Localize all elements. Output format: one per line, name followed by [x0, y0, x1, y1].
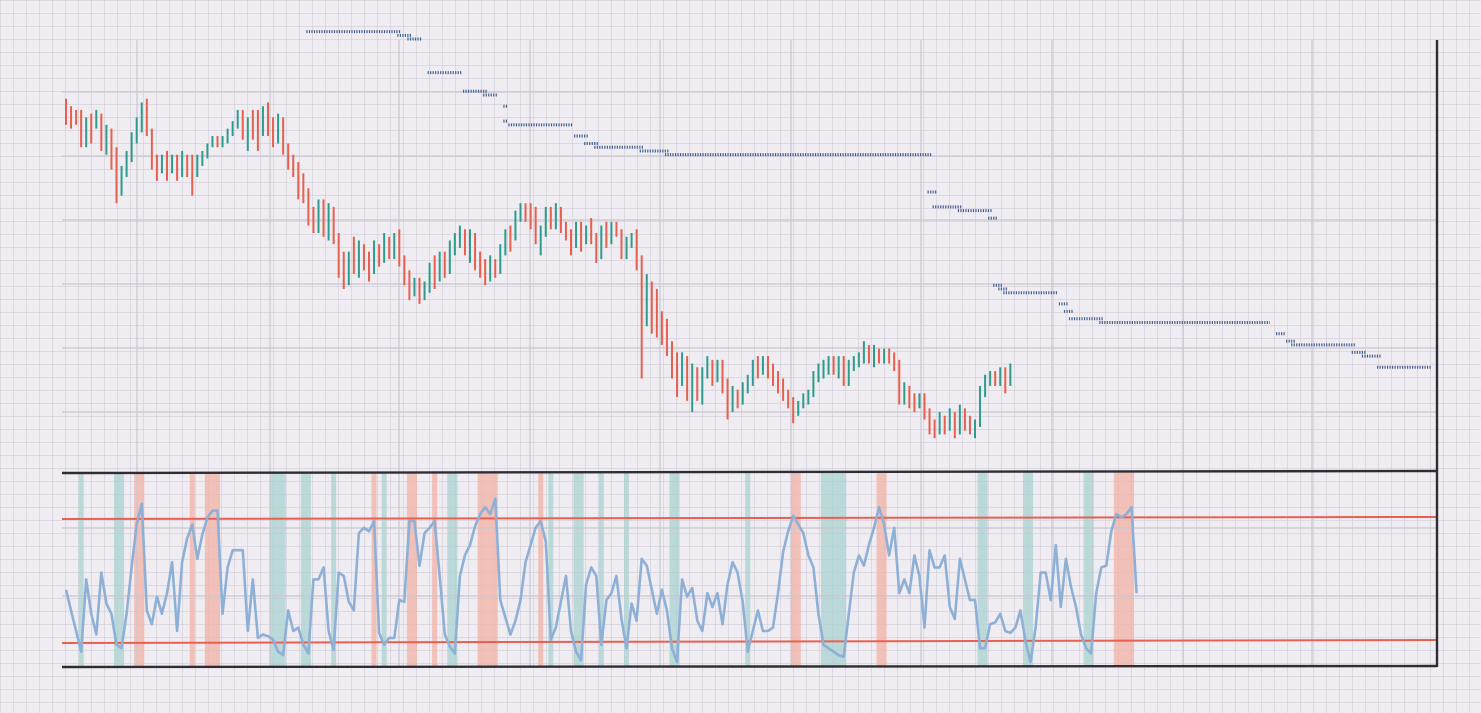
overbought-zone [538, 472, 544, 667]
oversold-zone [977, 472, 988, 667]
upper-threshold-line [61, 516, 1438, 520]
oversold-zone [573, 472, 584, 667]
x-axis-line [61, 664, 1438, 669]
oversold-zone [1022, 472, 1034, 667]
oscillator-zones [78, 472, 1135, 667]
price-ohlc-bars [65, 98, 1012, 439]
oscillator-series [64, 497, 1138, 664]
oversold-zone [447, 472, 458, 667]
overbought-zone [432, 472, 438, 667]
oversold-zone [598, 472, 604, 667]
oversold-zone [300, 472, 311, 667]
overbought-zone [189, 472, 195, 667]
oscillator-line [64, 497, 1138, 664]
oversold-zone [1083, 472, 1094, 667]
overbought-zone [371, 472, 377, 667]
panel-divider [61, 469, 1438, 475]
oversold-zone [78, 472, 84, 667]
oscillator-gridlines [62, 472, 1437, 667]
oversold-zone [331, 472, 337, 667]
oversold-zone [820, 472, 847, 667]
oversold-zone [669, 472, 680, 667]
panel-axes [61, 40, 1439, 669]
oversold-zone [381, 472, 387, 667]
oversold-zone [548, 472, 554, 667]
oversold-zone [270, 472, 286, 667]
overbought-zone [204, 472, 221, 667]
trailing-stop-markers [306, 30, 1432, 369]
overbought-zone [406, 472, 417, 667]
oversold-zone [113, 472, 125, 667]
overbought-zone [134, 472, 145, 667]
overbought-zone [1113, 472, 1135, 667]
overbought-zone [876, 472, 887, 667]
overbought-zone [477, 472, 498, 667]
price-gridlines [62, 40, 1437, 472]
oversold-zone [745, 472, 751, 667]
overbought-zone [790, 472, 801, 667]
oversold-zone [624, 472, 630, 667]
